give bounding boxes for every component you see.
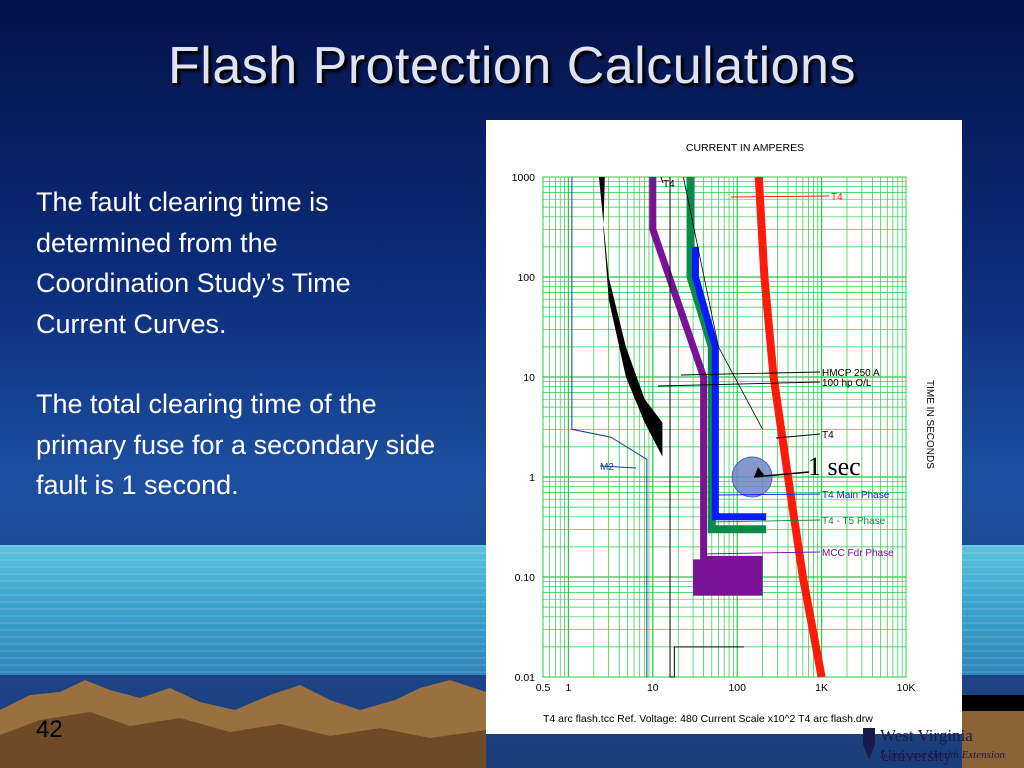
tx-inrush-region xyxy=(693,559,763,596)
y-tick-label: 10 xyxy=(523,372,535,384)
slide-number: 42 xyxy=(36,716,63,743)
x-tick-label: 100 xyxy=(728,682,746,694)
label-leader-line xyxy=(775,433,821,439)
plot-frame xyxy=(542,176,907,678)
x-tick-label: 1 xyxy=(565,682,571,694)
mountain-scenery xyxy=(0,680,1024,768)
series-m2-motor-start xyxy=(571,177,648,677)
logo-bar xyxy=(962,695,1024,711)
curve-label: HMCP 250 A xyxy=(822,368,880,379)
label-leader-line xyxy=(599,465,637,469)
curve-label: TX Inrush xyxy=(716,561,759,572)
y-tick-label: 100 xyxy=(517,272,535,284)
paragraph-total-clearing: The total clearing time of the primary f… xyxy=(36,389,436,500)
curve-label: T4 xyxy=(663,179,675,190)
chart-footer: T4 arc flash.tcc Ref. Voltage: 480 Curre… xyxy=(543,713,873,725)
one-second-arrow xyxy=(753,471,810,478)
logo-university: West Virginia University xyxy=(880,726,973,765)
curve-label: T4 - T5 Phase xyxy=(822,516,886,527)
x-tick-label: 1K xyxy=(815,682,828,694)
label-leader-line xyxy=(700,551,821,555)
label-leader-line xyxy=(715,493,821,496)
series-hmcp-reference xyxy=(682,176,763,430)
one-second-highlight xyxy=(731,456,773,498)
curve-label: 100 hp O/L xyxy=(822,378,872,389)
time-current-curve-chart: 1 sec CURRENT IN AMPERES TIME IN SECONDS… xyxy=(512,142,935,725)
slide-title: Flash Protection Calculations xyxy=(168,37,856,95)
x-tick-label: 10 xyxy=(647,682,659,694)
y-tick-label: 1 xyxy=(529,472,535,484)
curve-label: T4 xyxy=(831,192,843,203)
y-tick-label: 0.01 xyxy=(515,672,536,684)
chart-overlays: 1 sec xyxy=(731,452,861,498)
tcc-chart-panel: 1 sec CURRENT IN AMPERES TIME IN SECONDS… xyxy=(486,120,962,734)
series-t4-fuse xyxy=(754,176,826,678)
label-leader-line xyxy=(657,381,821,387)
one-second-annotation: 1 sec xyxy=(808,452,861,481)
curve-label: M2 xyxy=(600,462,614,473)
label-leader-line xyxy=(730,195,830,198)
logo-extension: Safety and Health Extension xyxy=(880,749,1005,761)
x-tick-label: 10K xyxy=(897,682,916,694)
curve-label: T4 Main Phase xyxy=(822,490,890,501)
chart-title: CURRENT IN AMPERES xyxy=(686,142,804,154)
x-tick-label: 0.5 xyxy=(536,682,551,694)
paragraph-fault-clearing: The fault clearing time is determined fr… xyxy=(36,187,351,339)
chart-curves xyxy=(571,176,826,678)
one-second-arrowhead xyxy=(754,467,765,477)
series-t4-secondary xyxy=(669,177,744,678)
label-leader-line xyxy=(707,519,821,523)
y-tick-label: 0.10 xyxy=(515,572,536,584)
label-leader-line xyxy=(680,371,821,376)
wvu-logo-icon xyxy=(863,728,875,760)
label-leader-line xyxy=(660,176,664,184)
y-tick-label: 1000 xyxy=(512,172,536,184)
series-mcc-fdr-phase xyxy=(649,177,763,563)
slide-body: The fault clearing time is determined fr… xyxy=(36,182,436,546)
axis-ticks: 0.5 1 10 100 1K 10K 1000 100 10 1 0.10 0.01 xyxy=(512,172,916,694)
y-axis-label: TIME IN SECONDS xyxy=(924,380,935,469)
motor-damage-band xyxy=(598,177,663,457)
curve-label: MCC Fdr Phase xyxy=(822,548,894,559)
chart-grid xyxy=(542,176,907,678)
curve-label: T4 xyxy=(822,430,834,441)
series-t4-main-phase xyxy=(691,246,767,521)
tx-inrush-marker: × xyxy=(729,574,735,585)
